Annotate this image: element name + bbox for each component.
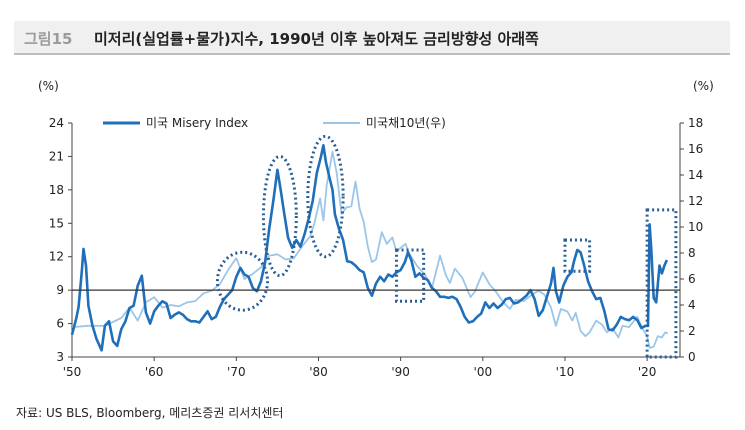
highlight-box (395, 248, 426, 303)
x-tick-label: '50 (63, 365, 82, 379)
figure-title: 미저리(실업률+물가)지수, 1990년 이후 높아져도 금리방향성 아래쪽 (94, 30, 539, 48)
y-right-unit: (%) (693, 79, 714, 93)
x-tick-label: '80 (309, 365, 328, 379)
x-tick-label: '90 (391, 365, 410, 379)
x-tick-label: '20 (638, 365, 657, 379)
series-line-treasury-10y (71, 150, 669, 349)
y-left-tick-label: 21 (49, 149, 64, 163)
figure-label: 그림15 (24, 30, 73, 48)
figure-header: 그림15 미저리(실업률+물가)지수, 1990년 이후 높아져도 금리방향성 … (14, 21, 730, 55)
x-tick-label: '70 (227, 365, 246, 379)
y-left-tick-label: 24 (49, 116, 64, 130)
y-right-tick-label: 18 (688, 116, 703, 130)
highlight-layer (215, 134, 678, 359)
legend-label-misery: 미국 Misery Index (146, 116, 248, 130)
highlight-box (645, 208, 678, 359)
y-right-tick-label: 10 (688, 220, 703, 234)
chart-legend: 미국 Misery Index 미국채10년(우) (103, 116, 446, 130)
x-tick-label: '00 (474, 365, 493, 379)
x-tick-label: '10 (556, 365, 575, 379)
y-left-tick-label: 3 (56, 350, 64, 364)
y-right-tick-label: 8 (688, 246, 696, 260)
legend-label-treasury: 미국채10년(우) (366, 116, 446, 130)
y-left-unit: (%) (38, 79, 59, 93)
highlight-oval (306, 134, 345, 259)
source-note: 자료: US BLS, Bloomberg, 메리츠증권 리서치센터 (16, 406, 284, 420)
y-right-tick-label: 4 (688, 298, 696, 312)
y-right-tick-label: 12 (688, 194, 703, 208)
y-left-tick-label: 9 (56, 283, 64, 297)
y-left-tick-label: 15 (49, 216, 64, 230)
axes-layer: 24 21 18 15 12 9 6 3 18 16 14 12 10 8 6 4 2 0 '50 '60 '70 '80… (49, 116, 704, 379)
y-right-tick-label: 2 (688, 324, 696, 338)
highlight-oval (215, 250, 270, 312)
y-left-tick-label: 18 (49, 183, 64, 197)
x-tick-label: '60 (145, 365, 164, 379)
y-right-tick-label: 6 (688, 272, 696, 286)
y-right-tick-label: 16 (688, 142, 703, 156)
y-right-tick-label: 0 (688, 350, 696, 364)
highlight-oval (261, 154, 298, 278)
series-layer (70, 144, 680, 352)
y-right-tick-label: 14 (688, 168, 703, 182)
y-left-tick-label: 6 (56, 317, 64, 331)
y-left-tick-label: 12 (49, 250, 64, 264)
highlight-box (563, 238, 592, 273)
